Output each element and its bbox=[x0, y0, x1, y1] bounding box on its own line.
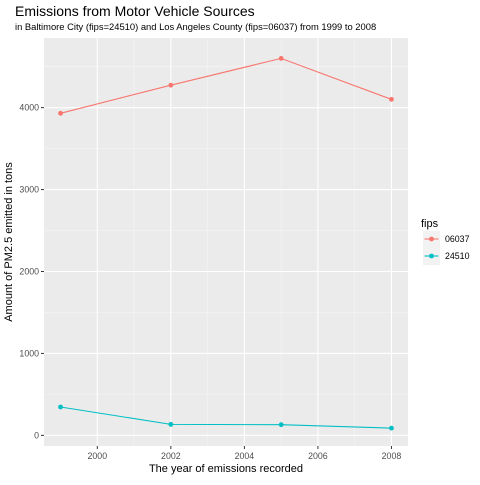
y-axis-label: Amount of PM2.5 emitted in tons bbox=[3, 162, 15, 322]
chart-subtitle: in Baltimore City (fips=24510) and Los A… bbox=[15, 21, 376, 32]
x-tick-label: 2006 bbox=[308, 451, 328, 461]
grid-major bbox=[44, 38, 408, 446]
x-axis-label: The year of emissions recorded bbox=[149, 463, 303, 475]
legend-title: fips bbox=[421, 218, 439, 230]
x-tick-label: 2000 bbox=[88, 451, 108, 461]
series-line-24510 bbox=[60, 406, 392, 429]
y-axis-ticks: 0 1000 2000 3000 4000 bbox=[19, 103, 44, 440]
data-point-06037 bbox=[168, 82, 174, 88]
x-tick-label: 2008 bbox=[382, 451, 402, 461]
data-point-06037 bbox=[278, 56, 284, 61]
legend: fips 06037 24510 bbox=[421, 218, 470, 265]
series-lines bbox=[60, 57, 392, 429]
data-point-24510 bbox=[278, 422, 284, 428]
legend-label: 24510 bbox=[445, 251, 470, 261]
x-tick-label: 2004 bbox=[235, 451, 255, 461]
legend-label: 06037 bbox=[445, 234, 470, 244]
y-tick-label: 0 bbox=[34, 430, 39, 440]
plot-panel bbox=[44, 38, 408, 446]
y-tick-label: 3000 bbox=[19, 185, 39, 195]
data-point-06037 bbox=[389, 96, 394, 102]
grid-minor bbox=[44, 38, 408, 446]
x-axis-ticks: 2000 2002 2004 2006 2008 bbox=[88, 446, 402, 461]
legend-entries: 06037 24510 bbox=[423, 231, 470, 265]
series-points bbox=[58, 56, 394, 431]
x-tick-label: 2002 bbox=[161, 451, 181, 461]
chart-title: Emissions from Motor Vehicle Sources bbox=[15, 3, 255, 19]
series-line-06037 bbox=[60, 57, 392, 114]
data-point-24510 bbox=[168, 421, 174, 427]
y-tick-label: 4000 bbox=[19, 103, 39, 113]
data-point-24510 bbox=[58, 404, 63, 410]
data-point-06037 bbox=[58, 110, 63, 116]
y-tick-label: 1000 bbox=[19, 348, 39, 358]
y-tick-label: 2000 bbox=[19, 266, 39, 276]
legend-key-point bbox=[429, 253, 434, 259]
data-point-24510 bbox=[389, 425, 394, 431]
legend-key-point bbox=[429, 236, 434, 242]
